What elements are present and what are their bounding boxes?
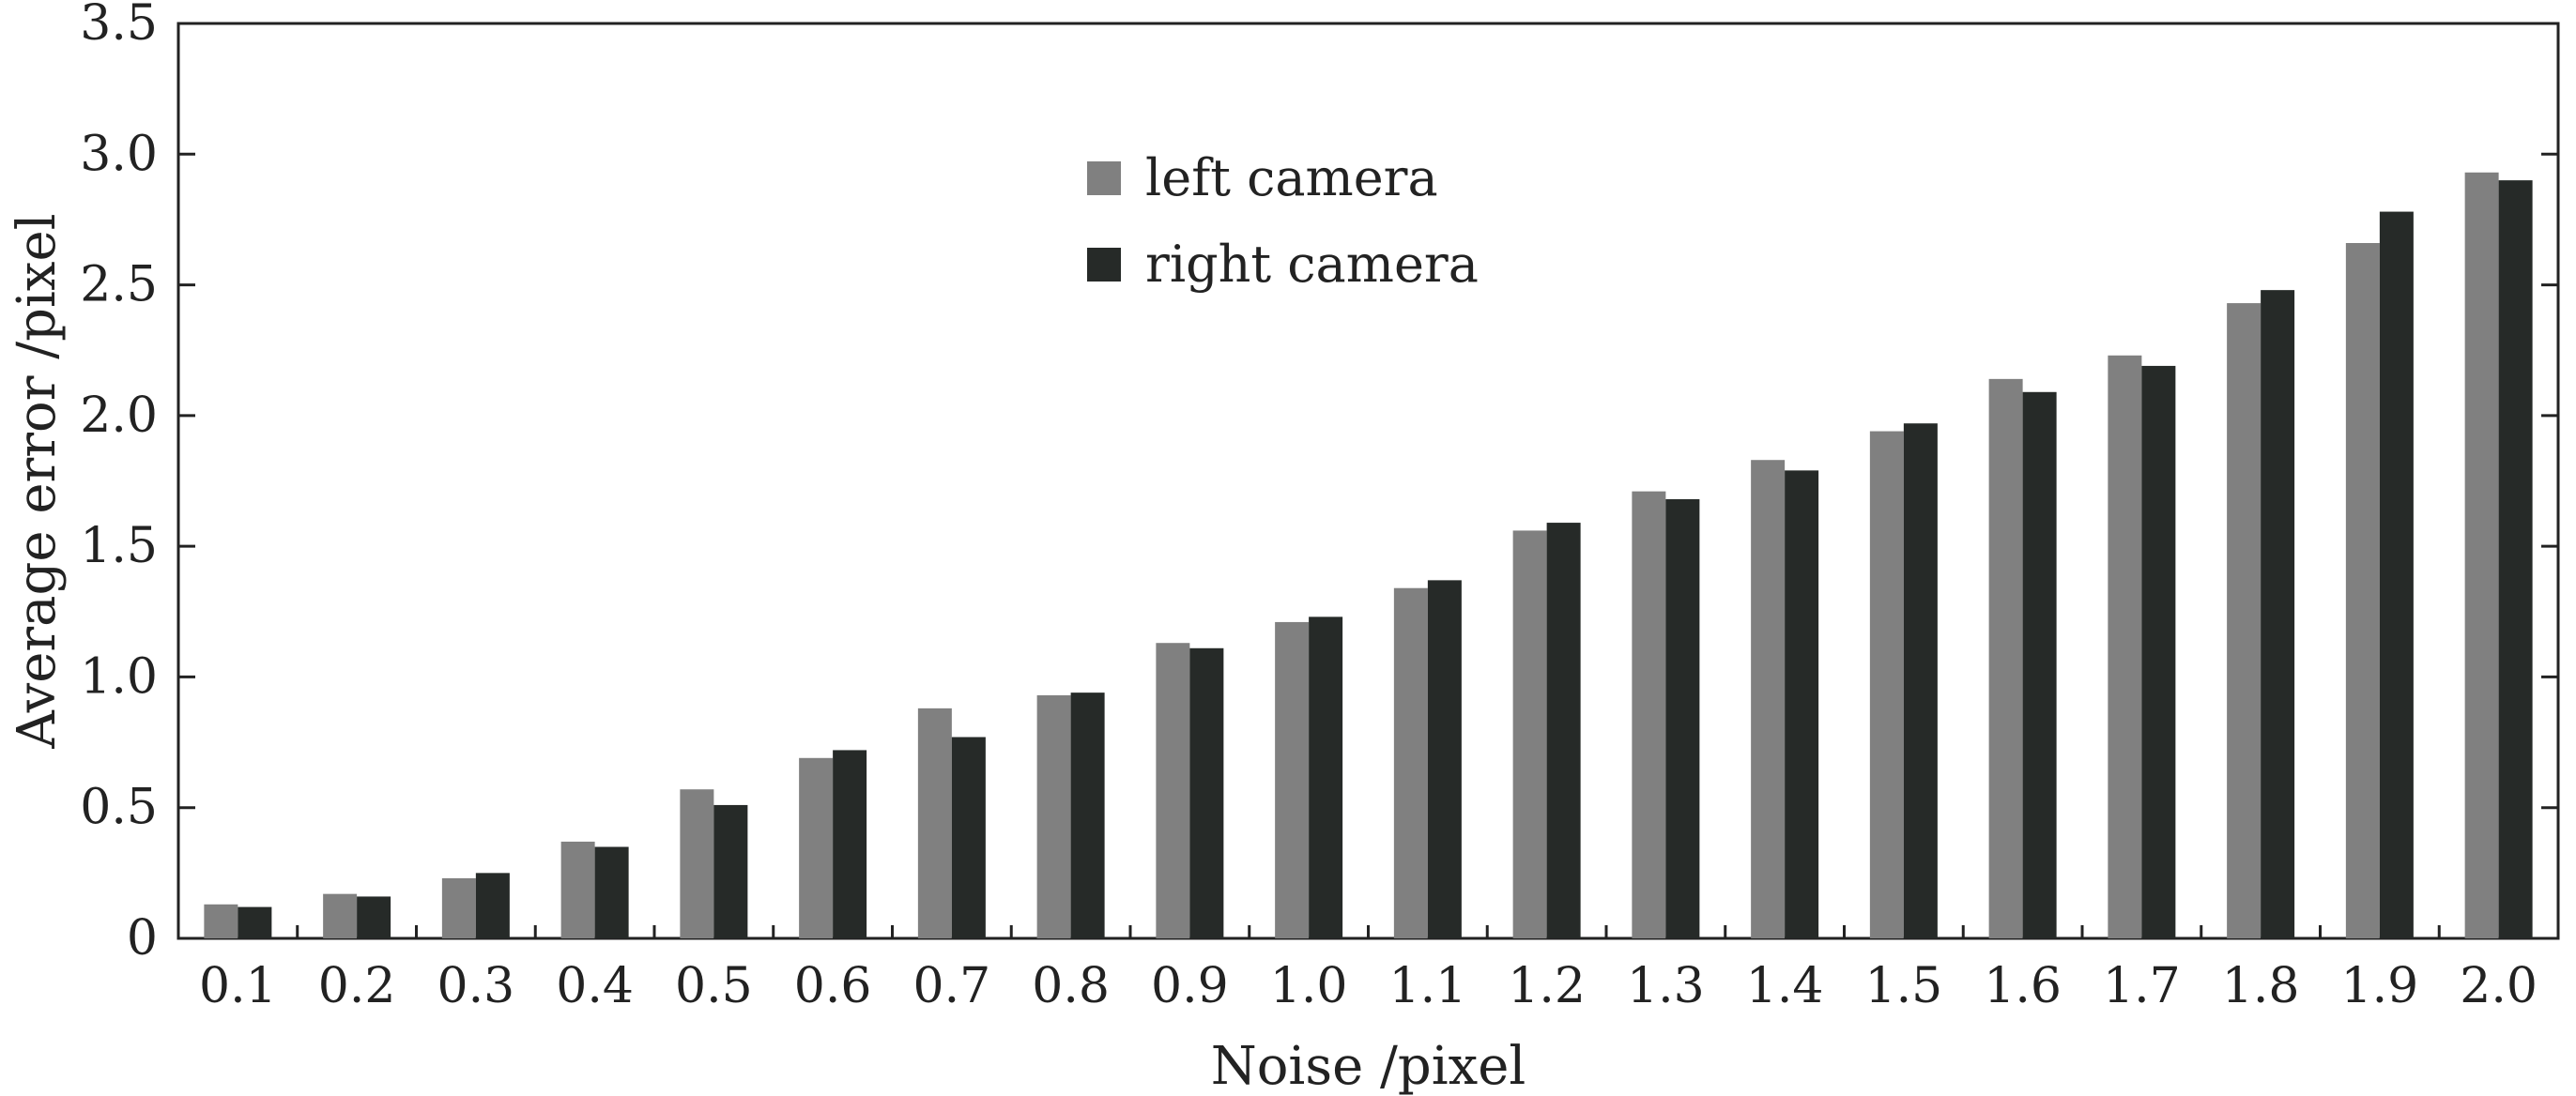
x-tick-label: 0.7 [913, 958, 991, 1014]
bar-right-camera-0.5 [713, 804, 748, 938]
bar-right-camera-0.7 [951, 737, 986, 938]
bar-left-camera-0.6 [799, 757, 834, 938]
y-tick-label: 3.5 [80, 0, 158, 52]
legend: left camera right camera [1087, 148, 1479, 294]
legend-label-right-camera: right camera [1145, 235, 1479, 294]
bar-right-camera-1.7 [2141, 365, 2176, 938]
x-tick-label: 0.5 [675, 958, 753, 1014]
bar-left-camera-1.6 [1988, 378, 2023, 938]
x-tick-label: 1.8 [2222, 958, 2300, 1014]
x-tick-label: 1.2 [1508, 958, 1586, 1014]
x-tick-label: 1.7 [2103, 958, 2181, 1014]
bar-right-camera-1.4 [1785, 470, 1819, 938]
bar-left-camera-0.3 [441, 877, 476, 938]
x-tick-label: 1.0 [1270, 958, 1348, 1014]
y-axis: 0 0.5 1.0 1.5 2.0 2.5 3.0 3.5 [80, 0, 2558, 967]
bar-right-camera-0.6 [833, 750, 867, 938]
bar-left-camera-1.5 [1869, 431, 1904, 939]
bar-left-camera-1.4 [1751, 460, 1786, 938]
x-tick-label: 1.6 [1984, 958, 2062, 1014]
x-tick-label: 1.4 [1746, 958, 1824, 1014]
x-tick-label: 0.4 [556, 958, 634, 1014]
x-axis: 0.1 0.2 0.3 0.4 0.5 0.6 0.7 0.8 0.9 1.0 1.1 1.2 1.3 1… [199, 925, 2538, 1014]
bar-left-camera-0.7 [917, 708, 952, 938]
bars [204, 172, 2533, 939]
bar-right-camera-1.2 [1546, 523, 1581, 938]
x-tick-label: 1.5 [1865, 958, 1943, 1014]
y-tick-label: 3.0 [80, 126, 158, 182]
bar-left-camera-1.9 [2345, 243, 2380, 938]
x-tick-label: 2.0 [2460, 958, 2538, 1014]
y-tick-label: 0 [127, 910, 158, 967]
y-axis-title: Average error /pixel [7, 213, 68, 749]
bar-right-camera-0.2 [357, 896, 391, 938]
x-tick-label: 0.9 [1151, 958, 1229, 1014]
x-tick-label: 0.1 [199, 958, 277, 1014]
bar-right-camera-0.1 [238, 906, 272, 938]
bar-right-camera-1.5 [1903, 423, 1938, 938]
legend-swatch-left-camera [1087, 161, 1121, 195]
x-axis-title: Noise /pixel [1211, 1036, 1526, 1096]
bar-left-camera-0.1 [204, 904, 238, 938]
x-tick-label: 0.6 [794, 958, 872, 1014]
bar-right-camera-1.1 [1427, 580, 1462, 938]
bar-left-camera-1.0 [1275, 621, 1310, 938]
bar-right-camera-0.9 [1189, 647, 1224, 938]
bar-left-camera-0.4 [560, 841, 595, 938]
y-tick-label: 1.5 [80, 518, 158, 574]
x-tick-label: 0.8 [1032, 958, 1110, 1014]
bar-right-camera-1.6 [2022, 391, 2057, 938]
bar-left-camera-1.2 [1512, 530, 1547, 938]
legend-swatch-right-camera [1087, 248, 1121, 282]
x-tick-label: 1.3 [1627, 958, 1705, 1014]
bar-left-camera-2.0 [2464, 172, 2499, 939]
bar-left-camera-1.7 [2108, 355, 2142, 938]
y-tick-label: 2.5 [80, 257, 158, 313]
y-tick-label: 1.0 [80, 648, 158, 705]
y-tick-label: 0.5 [80, 780, 158, 836]
bar-right-camera-1.0 [1309, 616, 1343, 938]
bar-right-camera-1.9 [2379, 211, 2414, 939]
bar-left-camera-0.8 [1036, 694, 1071, 938]
bar-left-camera-0.5 [680, 789, 714, 938]
legend-label-left-camera: left camera [1145, 148, 1438, 207]
bar-left-camera-1.3 [1632, 491, 1666, 938]
x-tick-label: 1.1 [1389, 958, 1467, 1014]
bar-left-camera-0.2 [323, 893, 358, 938]
bar-left-camera-1.1 [1393, 587, 1428, 938]
bar-right-camera-0.4 [594, 846, 629, 938]
bar-right-camera-2.0 [2498, 180, 2533, 939]
x-tick-label: 0.3 [437, 958, 515, 1014]
x-tick-label: 1.9 [2341, 958, 2419, 1014]
bar-right-camera-0.3 [475, 873, 510, 938]
bar-right-camera-0.8 [1070, 693, 1105, 938]
bar-right-camera-1.8 [2261, 290, 2295, 939]
bar-right-camera-1.3 [1665, 499, 1700, 938]
bar-left-camera-0.9 [1156, 643, 1190, 938]
x-tick-label: 0.2 [318, 958, 396, 1014]
y-tick-label: 2.0 [80, 388, 158, 444]
bar-left-camera-1.8 [2227, 303, 2262, 939]
